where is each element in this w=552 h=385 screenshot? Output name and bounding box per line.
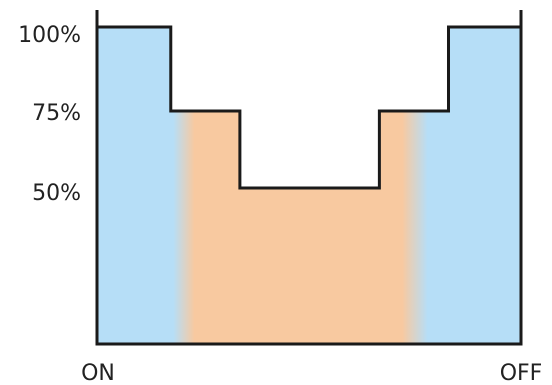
y-tick-label-50: 50% [32,181,81,206]
step-outline [97,25,521,190]
filled-area [97,27,521,344]
x-label-off: OFF [500,361,543,385]
y-tick-label-100: 100% [18,23,81,48]
y-tick-label-75: 75% [32,101,81,126]
x-label-on: ON [81,361,115,385]
